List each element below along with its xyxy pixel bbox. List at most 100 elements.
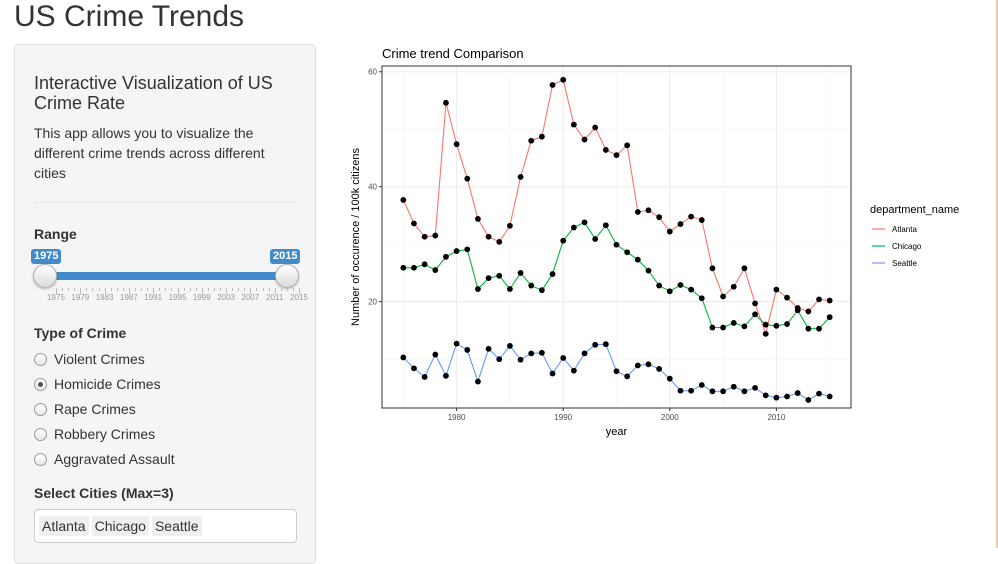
- data-point-chicago: [624, 249, 631, 256]
- slider-grid-tick: [134, 288, 136, 291]
- data-point-atlanta: [432, 232, 439, 239]
- city-tag[interactable]: Chicago: [91, 516, 149, 536]
- slider-grid-tick: [74, 288, 76, 291]
- data-point-chicago: [677, 282, 684, 288]
- data-point-seattle: [507, 343, 513, 349]
- data-point-seattle: [432, 351, 439, 358]
- crime-type-option[interactable]: Violent Crimes: [34, 349, 145, 369]
- city-tag[interactable]: Atlanta: [39, 516, 89, 536]
- sidebar-panel: Interactive Visualization of US Crime Ra…: [14, 44, 316, 564]
- slider-grid-tick: [80, 288, 82, 294]
- radio-button[interactable]: [34, 352, 47, 366]
- data-point-chicago: [592, 236, 599, 242]
- crime-trend-chart: Crime trend Comparison 1980 1990 2000 2010 20…: [340, 40, 985, 445]
- data-point-atlanta: [805, 308, 812, 315]
- data-point-chicago: [816, 325, 822, 332]
- slider-grid-tick: [110, 288, 112, 291]
- range-slider-handle-from[interactable]: [33, 264, 57, 288]
- crime-type-option[interactable]: Rape Crimes: [34, 399, 136, 419]
- data-point-atlanta: [624, 142, 631, 149]
- city-tag[interactable]: Seattle: [151, 516, 202, 536]
- data-point-seattle: [538, 349, 545, 356]
- slider-grid-tick: [68, 288, 70, 291]
- x-axis-title: year: [606, 426, 628, 438]
- y-axis-title: Number of occurence / 100k citizens: [350, 148, 362, 326]
- data-point-chicago: [826, 314, 833, 321]
- slider-grid-tick: [286, 288, 288, 291]
- data-point-seattle: [730, 383, 737, 390]
- crime-type-option[interactable]: Homicide Crimes: [34, 374, 161, 394]
- radio-label: Violent Crimes: [54, 351, 145, 367]
- data-point-atlanta: [421, 233, 428, 240]
- data-point-seattle: [762, 392, 769, 399]
- data-point-seattle: [421, 374, 428, 380]
- data-point-chicago: [517, 270, 524, 276]
- slider-grid-tick: [159, 288, 161, 291]
- data-point-seattle: [794, 390, 801, 396]
- data-point-chicago: [720, 324, 726, 331]
- sidebar-description: This app allows you to visualize the dif…: [34, 125, 265, 181]
- slider-grid-tick: [116, 288, 118, 291]
- data-point-atlanta: [709, 265, 716, 272]
- data-point-seattle: [443, 372, 449, 379]
- data-point-seattle: [400, 354, 407, 361]
- data-point-seattle: [549, 370, 556, 377]
- slider-grid-tick: [122, 288, 124, 291]
- data-point-chicago: [475, 286, 481, 292]
- data-point-atlanta: [475, 215, 481, 222]
- data-point-chicago: [752, 311, 758, 318]
- radio-button[interactable]: [34, 377, 47, 391]
- data-point-atlanta: [453, 141, 460, 148]
- data-point-atlanta: [752, 300, 758, 307]
- data-point-chicago: [656, 282, 663, 289]
- crime-type-option[interactable]: Aggravated Assault: [34, 449, 175, 469]
- x-tick-label: 2010: [767, 413, 785, 422]
- data-point-atlanta: [773, 286, 780, 293]
- slider-grid-tick: [153, 288, 155, 294]
- slider-grid-tick: [92, 288, 94, 291]
- data-point-seattle: [411, 365, 417, 372]
- data-point-chicago: [538, 287, 545, 294]
- data-point-seattle: [570, 367, 577, 374]
- data-point-chicago: [762, 321, 769, 328]
- radio-button[interactable]: [34, 427, 47, 441]
- data-point-seattle: [805, 397, 812, 403]
- slider-grid-tick: [104, 288, 106, 294]
- radio-label: Robbery Crimes: [54, 426, 156, 442]
- radio-button[interactable]: [34, 402, 47, 416]
- data-point-seattle: [784, 393, 790, 400]
- data-point-seattle: [517, 356, 524, 363]
- data-point-chicago: [528, 282, 535, 289]
- data-point-atlanta: [816, 296, 822, 303]
- data-point-atlanta: [784, 294, 790, 301]
- range-slider-handle-to[interactable]: [275, 264, 299, 288]
- data-point-chicago: [773, 322, 780, 329]
- slider-tick-label: 1987: [119, 293, 138, 302]
- plot-border: [381, 65, 852, 409]
- data-point-atlanta: [517, 174, 524, 180]
- data-point-chicago: [464, 246, 471, 253]
- data-point-seattle: [645, 361, 652, 368]
- data-point-seattle: [464, 347, 471, 353]
- radio-button[interactable]: [34, 452, 47, 466]
- slider-grid-tick: [238, 288, 240, 291]
- crime-type-option[interactable]: Robbery Crimes: [34, 424, 155, 444]
- city-select-input[interactable]: Atlanta Chicago Seattle: [34, 509, 297, 543]
- data-point-atlanta: [688, 213, 695, 220]
- slider-grid-tick: [232, 288, 234, 291]
- data-point-chicago: [560, 237, 567, 244]
- data-point-seattle: [752, 384, 758, 391]
- data-point-chicago: [570, 224, 577, 231]
- data-point-chicago: [411, 264, 417, 271]
- data-point-atlanta: [720, 293, 726, 300]
- radio-label: Aggravated Assault: [54, 451, 175, 467]
- data-point-chicago: [432, 267, 439, 273]
- slider-tick-label: 1991: [144, 293, 163, 302]
- data-point-chicago: [634, 256, 641, 263]
- data-point-atlanta: [730, 283, 737, 290]
- data-point-chicago: [613, 241, 620, 248]
- range-to-badge: 2015: [270, 249, 301, 264]
- data-point-chicago: [443, 253, 449, 260]
- range-slider-bar[interactable]: [45, 272, 287, 280]
- data-point-atlanta: [592, 124, 599, 131]
